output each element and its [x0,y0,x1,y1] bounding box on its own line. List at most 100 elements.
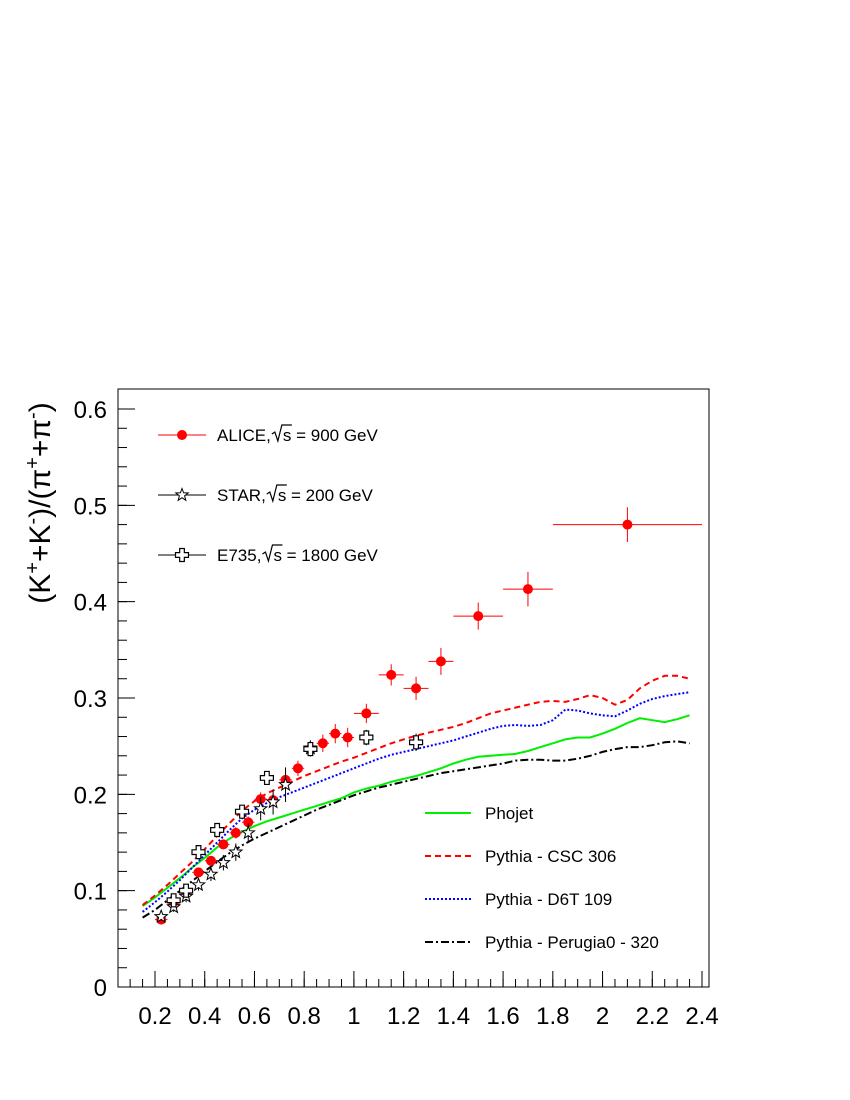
curve-pythia-csc-306 [141,674,690,906]
y-tick-label: 0 [94,975,107,1002]
star-marker [278,776,294,792]
alice-marker [386,669,397,680]
x-tick-label: 2.2 [636,1003,669,1030]
star-point [253,797,269,821]
alice-point [192,867,205,878]
x-tick-label: 0.6 [238,1003,271,1030]
y-label-part: +K [24,525,57,563]
legend-label: Pythia - Perugia0 - 320 [485,933,659,952]
e735-point [178,883,194,898]
legend-marker-icon [177,430,187,440]
star-marker [190,876,207,892]
y-label-superscript: + [22,457,44,469]
y-tick-label: 0.1 [74,879,107,906]
x-tick-label: 1.6 [486,1003,519,1030]
e735-marker [259,770,274,786]
legend-label: ALICE, [217,426,271,445]
legend-label-energy: s = 900 GeV [283,426,379,445]
legend-entry-pythia-csc-306: Pythia - CSC 306 [425,847,616,866]
e735-point [191,845,206,860]
star-marker [203,866,219,881]
alice-point [229,827,243,839]
y-label-part: )/(π [24,469,57,518]
legend-label: Phojet [485,804,533,823]
e735-marker [303,741,318,757]
legend-entry-e735: E735, s = 1800 GeV [158,544,379,565]
alice-point [217,839,230,850]
alice-marker [292,763,303,774]
alice-marker [330,728,341,739]
star-marker [240,824,256,840]
alice-marker [205,855,216,866]
legend-label: STAR, [217,486,266,505]
star-marker [228,844,244,859]
star-point [215,854,231,871]
legend-label-energy: s = 200 GeV [278,486,374,505]
alice-point [291,760,305,777]
y-label-superscript: - [22,518,44,525]
x-tick-label: 0.4 [188,1003,221,1030]
e735-marker [166,893,181,908]
legend-entry-pythia-perugia0-320: Pythia - Perugia0 - 320 [425,933,659,952]
alice-point [403,676,429,700]
alice-point [503,571,553,607]
x-tick-label: 1.8 [536,1003,569,1030]
star-point [278,767,294,803]
data-points [153,507,702,925]
e735-marker [359,730,374,745]
alice-point [341,727,354,748]
star-marker [253,800,269,816]
alice-point [204,855,218,866]
legend-label-name: STAR, [217,486,266,505]
y-tick-label: 0.3 [74,686,107,713]
legend-entry-phojet: Phojet [425,804,533,823]
alice-marker [522,584,533,595]
x-tick-label: 1.2 [387,1003,420,1030]
alice-point [428,647,454,675]
e735-point [166,893,181,908]
alice-point [329,724,342,744]
legend-entry-star: STAR, s = 200 GeV [158,484,374,505]
x-tick-label: 2 [596,1003,609,1030]
e735-point [408,733,424,751]
star-point [153,908,169,924]
alice-marker [435,656,446,667]
star-point [203,866,219,882]
legend-label: E735, [217,546,261,565]
alice-marker [230,827,241,838]
e735-marker [408,735,424,750]
y-label-superscript: - [22,412,44,419]
legend-entry-alice: ALICE, s = 900 GeV [158,424,379,445]
star-point [265,789,281,815]
sqrt-icon [266,484,287,504]
axis-ticks: 0.2 0.4 0.6 0.8 1 1.2 1.4 1.6 1.8 2 2.2 2.4 0 0.1 0.2 0… [74,397,719,1030]
y-label-part: (K [24,574,57,604]
y-axis-label: (K++K-)/(π++π-) [22,402,57,603]
e735-point [234,804,250,819]
legend-label-energy: s = 1800 GeV [273,546,378,565]
legend-marker-icon [174,547,190,563]
x-tick-label: 0.8 [287,1003,320,1030]
star-marker [265,794,281,809]
legend-marker-icon [174,487,190,502]
alice-marker [361,708,372,719]
e735-point [259,770,274,786]
x-tick-label: 0.2 [138,1003,171,1030]
alice-point [353,703,379,724]
x-tick-label: 1 [347,1003,360,1030]
alice-marker [218,839,229,850]
y-tick-label: 0.6 [74,397,107,424]
star-point [190,876,207,892]
legend: ALICE, s = 900 GeV STAR, s = 200 GeV E735, s … [158,424,659,952]
y-label-part: +π [24,419,57,457]
e735-marker [234,804,250,819]
y-tick-label: 0.2 [74,782,107,809]
e735-point [359,729,374,746]
legend-label: Pythia - CSC 306 [485,847,616,866]
alice-marker [193,867,204,878]
e735-point [303,741,318,757]
legend-label: Pythia - D6T 109 [485,890,612,909]
alice-point [378,664,404,686]
alice-point [552,507,702,542]
